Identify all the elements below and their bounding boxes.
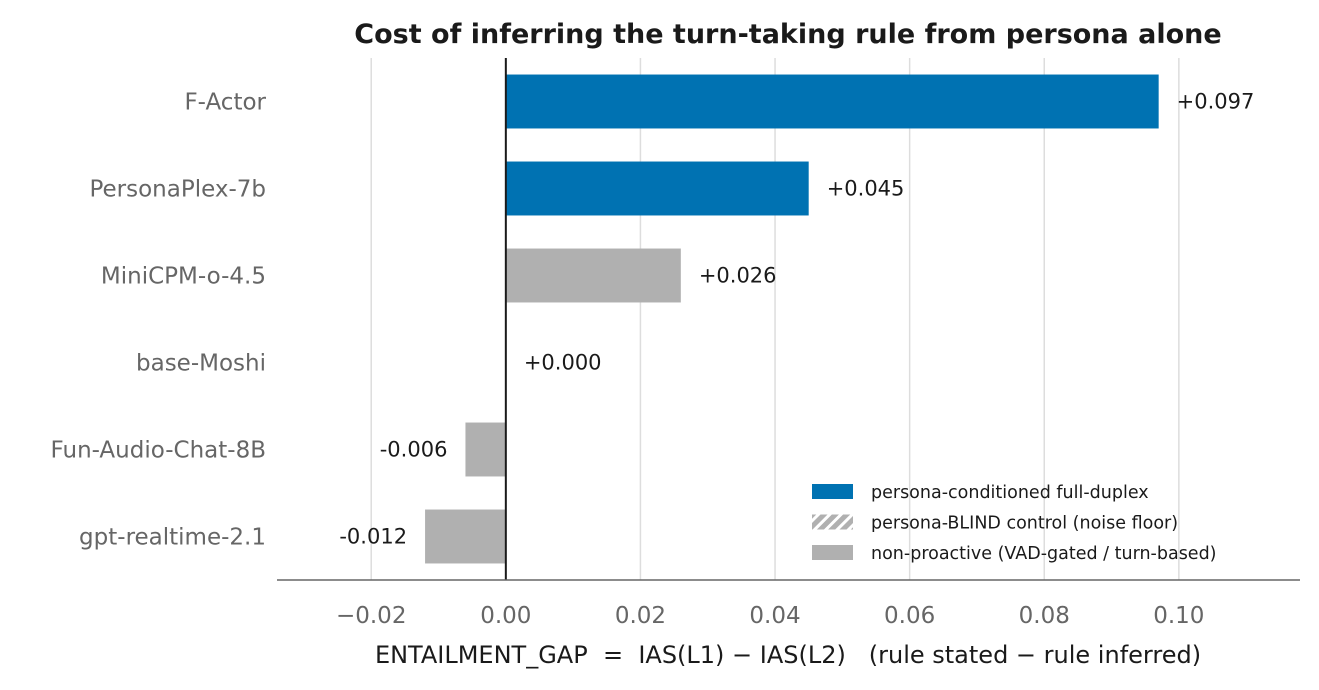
x-tick-label: 0.10 [1153,603,1204,629]
category-label: MiniCPM-o-4.5 [101,264,266,290]
data-label: +0.000 [524,351,602,375]
bar [465,422,506,477]
legend-swatch [812,514,853,530]
data-label: +0.026 [699,264,777,288]
legend-label: persona-BLIND control (noise floor) [871,514,1178,534]
bar [425,509,506,564]
data-label: -0.012 [339,525,407,549]
bar [505,74,1159,129]
legend-label: persona-conditioned full-duplex [871,483,1149,503]
legend-swatch [812,545,853,560]
axis-layer: −0.02 0.00 0.02 0.04 0.06 0.08 0.10 [277,58,1300,629]
data-label: +0.097 [1177,90,1255,114]
x-tick-label: 0.04 [749,603,800,629]
bars-layer [425,74,1159,564]
labels-layer: F-Actor +0.097 PersonaPlex-7b +0.045 MiniCPM… [51,90,1255,551]
category-label: F-Actor [184,90,266,116]
x-tick-label: 0.08 [1019,603,1070,629]
data-label: +0.045 [827,177,905,201]
category-label: Fun-Audio-Chat-8B [51,438,266,464]
x-tick-label: 0.00 [480,603,531,629]
legend-label: non-proactive (VAD-gated / turn-based) [871,544,1217,564]
x-tick-label: −0.02 [336,603,406,629]
category-label: gpt-realtime-2.1 [79,525,266,551]
chart-title: Cost of inferring the turn-taking rule f… [354,19,1221,50]
legend-swatch [812,484,853,499]
legend: persona-conditioned full-duplex persona-B… [812,483,1217,564]
category-label: PersonaPlex-7b [89,177,266,203]
x-tick-label: 0.06 [884,603,935,629]
bar [505,161,809,216]
category-label: base-Moshi [136,351,266,377]
data-label: -0.006 [380,438,448,462]
x-axis-label: ENTAILMENT_GAP = IAS(L1) − IAS(L2) (rule… [375,641,1201,669]
bar [505,248,681,303]
x-tick-label: 0.02 [615,603,666,629]
